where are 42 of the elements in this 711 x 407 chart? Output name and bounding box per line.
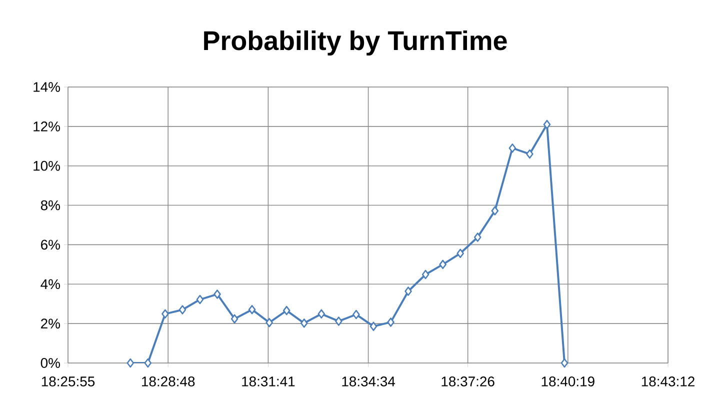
point xyxy=(126,358,134,368)
point xyxy=(335,316,342,326)
y-tick-label: 6% xyxy=(41,240,60,250)
y-tick-label: 2% xyxy=(41,318,60,328)
point xyxy=(144,358,152,368)
point xyxy=(456,248,464,258)
x-tick-label: 18:40:19 xyxy=(542,376,594,386)
x-tick-label: 18:28:48 xyxy=(142,376,195,386)
point xyxy=(230,314,238,324)
point xyxy=(178,305,186,314)
y-tick-label: 0% xyxy=(40,358,60,368)
point xyxy=(404,286,412,296)
point xyxy=(439,260,446,270)
x-tick-label: 18:43:12 xyxy=(642,376,694,386)
y-tick-label: 10% xyxy=(34,160,60,171)
point xyxy=(508,143,516,153)
point xyxy=(300,318,308,328)
point xyxy=(214,290,221,299)
point xyxy=(491,206,499,216)
y-tick-label: 12% xyxy=(34,122,60,132)
point xyxy=(560,358,568,368)
point xyxy=(352,310,360,320)
point xyxy=(282,306,290,316)
point xyxy=(266,318,273,328)
x-tick-label: 18:25:55 xyxy=(42,376,95,386)
y-tick-label: 4% xyxy=(40,279,60,290)
point xyxy=(248,304,256,314)
x-tick-label: 18:37:26 xyxy=(442,376,494,386)
point xyxy=(543,120,551,130)
point xyxy=(370,322,378,331)
point xyxy=(422,270,430,280)
y-tick-label: 8% xyxy=(40,200,60,210)
point xyxy=(526,149,534,159)
point xyxy=(387,318,394,327)
point xyxy=(474,232,482,242)
point xyxy=(162,309,169,319)
x-tick-label: 18:34:34 xyxy=(342,376,396,386)
x-tick-label: 18:31:41 xyxy=(242,376,295,386)
point xyxy=(196,294,204,304)
y-tick-label: 14% xyxy=(34,82,60,92)
chart-title: Probability by TurnTime xyxy=(204,30,507,56)
point xyxy=(318,309,326,319)
